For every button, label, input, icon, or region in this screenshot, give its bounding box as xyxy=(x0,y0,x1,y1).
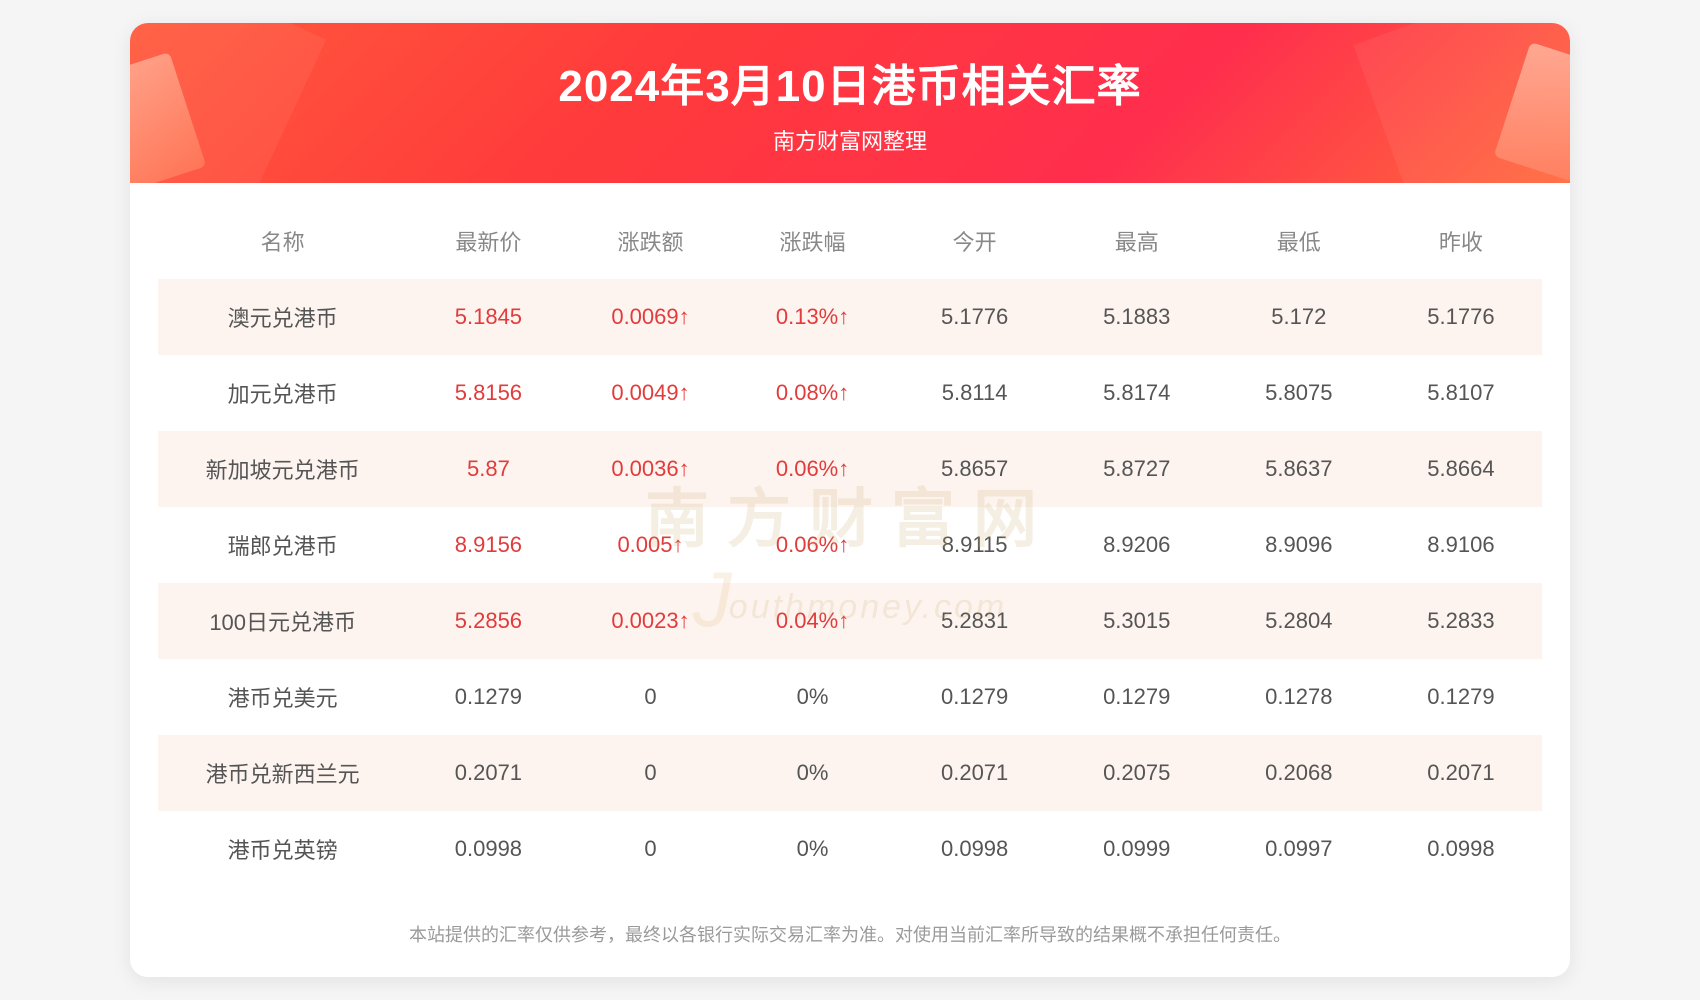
cell-open: 8.9115 xyxy=(894,507,1056,583)
cell-high: 0.0999 xyxy=(1056,811,1218,887)
cell-change: 0 xyxy=(569,735,731,811)
cell-pct: 0.13%↑ xyxy=(732,279,894,355)
cell-low: 8.9096 xyxy=(1218,507,1380,583)
cell-change: 0.0023↑ xyxy=(569,583,731,659)
table-row: 瑞郎兑港币8.91560.005↑0.06%↑8.91158.92068.909… xyxy=(158,507,1542,583)
exchange-rate-table: 名称 最新价 涨跌额 涨跌幅 今开 最高 最低 昨收 澳元兑港币5.18450.… xyxy=(158,203,1542,887)
cell-latest: 5.87 xyxy=(407,431,569,507)
cell-low: 0.0997 xyxy=(1218,811,1380,887)
cell-pct: 0.06%↑ xyxy=(732,431,894,507)
cell-latest: 5.8156 xyxy=(407,355,569,431)
col-latest: 最新价 xyxy=(407,203,569,279)
cell-name: 港币兑新西兰元 xyxy=(158,735,407,811)
cell-change: 0.0069↑ xyxy=(569,279,731,355)
table-row: 100日元兑港币5.28560.0023↑0.04%↑5.28315.30155… xyxy=(158,583,1542,659)
cell-open: 5.1776 xyxy=(894,279,1056,355)
cell-name: 港币兑英镑 xyxy=(158,811,407,887)
cell-prev: 8.9106 xyxy=(1380,507,1542,583)
cell-latest: 0.1279 xyxy=(407,659,569,735)
cell-high: 0.1279 xyxy=(1056,659,1218,735)
cell-name: 港币兑美元 xyxy=(158,659,407,735)
table-container: 南方财富网 Jouthmoney.com 名称 最新价 涨跌额 涨跌幅 今开 最… xyxy=(130,183,1570,895)
col-name: 名称 xyxy=(158,203,407,279)
header-banner: 2024年3月10日港币相关汇率 南方财富网整理 xyxy=(130,23,1570,183)
cell-pct: 0.04%↑ xyxy=(732,583,894,659)
col-high: 最高 xyxy=(1056,203,1218,279)
cell-high: 8.9206 xyxy=(1056,507,1218,583)
cell-latest: 5.1845 xyxy=(407,279,569,355)
cell-pct: 0% xyxy=(732,735,894,811)
cell-pct: 0% xyxy=(732,811,894,887)
cell-low: 5.172 xyxy=(1218,279,1380,355)
cell-prev: 0.0998 xyxy=(1380,811,1542,887)
rate-card: 2024年3月10日港币相关汇率 南方财富网整理 南方财富网 Jouthmone… xyxy=(130,23,1570,977)
cell-name: 澳元兑港币 xyxy=(158,279,407,355)
cell-high: 5.8174 xyxy=(1056,355,1218,431)
table-row: 澳元兑港币5.18450.0069↑0.13%↑5.17765.18835.17… xyxy=(158,279,1542,355)
cell-low: 5.8075 xyxy=(1218,355,1380,431)
cell-open: 0.1279 xyxy=(894,659,1056,735)
cell-low: 5.2804 xyxy=(1218,583,1380,659)
disclaimer-footer: 本站提供的汇率仅供参考，最终以各银行实际交易汇率为准。对使用当前汇率所导致的结果… xyxy=(130,895,1570,977)
cell-name: 新加坡元兑港币 xyxy=(158,431,407,507)
cell-name: 瑞郎兑港币 xyxy=(158,507,407,583)
cell-prev: 5.2833 xyxy=(1380,583,1542,659)
cell-name: 加元兑港币 xyxy=(158,355,407,431)
col-low: 最低 xyxy=(1218,203,1380,279)
cell-change: 0.0036↑ xyxy=(569,431,731,507)
col-prev: 昨收 xyxy=(1380,203,1542,279)
col-pct: 涨跌幅 xyxy=(732,203,894,279)
cell-pct: 0.08%↑ xyxy=(732,355,894,431)
cell-latest: 5.2856 xyxy=(407,583,569,659)
page-subtitle: 南方财富网整理 xyxy=(773,124,927,156)
cell-change: 0 xyxy=(569,659,731,735)
col-change: 涨跌额 xyxy=(569,203,731,279)
cell-open: 0.2071 xyxy=(894,735,1056,811)
cell-low: 5.8637 xyxy=(1218,431,1380,507)
col-open: 今开 xyxy=(894,203,1056,279)
cell-prev: 5.8664 xyxy=(1380,431,1542,507)
cell-open: 5.8114 xyxy=(894,355,1056,431)
cell-high: 5.3015 xyxy=(1056,583,1218,659)
table-row: 港币兑新西兰元0.207100%0.20710.20750.20680.2071 xyxy=(158,735,1542,811)
cell-latest: 0.2071 xyxy=(407,735,569,811)
table-body: 澳元兑港币5.18450.0069↑0.13%↑5.17765.18835.17… xyxy=(158,279,1542,887)
header-decoration xyxy=(130,52,206,183)
table-row: 港币兑英镑0.099800%0.09980.09990.09970.0998 xyxy=(158,811,1542,887)
cell-pct: 0.06%↑ xyxy=(732,507,894,583)
cell-prev: 5.1776 xyxy=(1380,279,1542,355)
table-row: 新加坡元兑港币5.870.0036↑0.06%↑5.86575.87275.86… xyxy=(158,431,1542,507)
cell-latest: 8.9156 xyxy=(407,507,569,583)
cell-change: 0.0049↑ xyxy=(569,355,731,431)
cell-low: 0.1278 xyxy=(1218,659,1380,735)
cell-open: 5.2831 xyxy=(894,583,1056,659)
cell-prev: 0.1279 xyxy=(1380,659,1542,735)
cell-high: 5.8727 xyxy=(1056,431,1218,507)
cell-name: 100日元兑港币 xyxy=(158,583,407,659)
header-decoration xyxy=(1494,42,1570,183)
cell-change: 0.005↑ xyxy=(569,507,731,583)
cell-latest: 0.0998 xyxy=(407,811,569,887)
table-row: 加元兑港币5.81560.0049↑0.08%↑5.81145.81745.80… xyxy=(158,355,1542,431)
cell-prev: 0.2071 xyxy=(1380,735,1542,811)
cell-change: 0 xyxy=(569,811,731,887)
page-title: 2024年3月10日港币相关汇率 xyxy=(558,50,1141,114)
cell-open: 0.0998 xyxy=(894,811,1056,887)
cell-high: 5.1883 xyxy=(1056,279,1218,355)
table-row: 港币兑美元0.127900%0.12790.12790.12780.1279 xyxy=(158,659,1542,735)
cell-prev: 5.8107 xyxy=(1380,355,1542,431)
table-header-row: 名称 最新价 涨跌额 涨跌幅 今开 最高 最低 昨收 xyxy=(158,203,1542,279)
cell-pct: 0% xyxy=(732,659,894,735)
cell-open: 5.8657 xyxy=(894,431,1056,507)
cell-low: 0.2068 xyxy=(1218,735,1380,811)
cell-high: 0.2075 xyxy=(1056,735,1218,811)
